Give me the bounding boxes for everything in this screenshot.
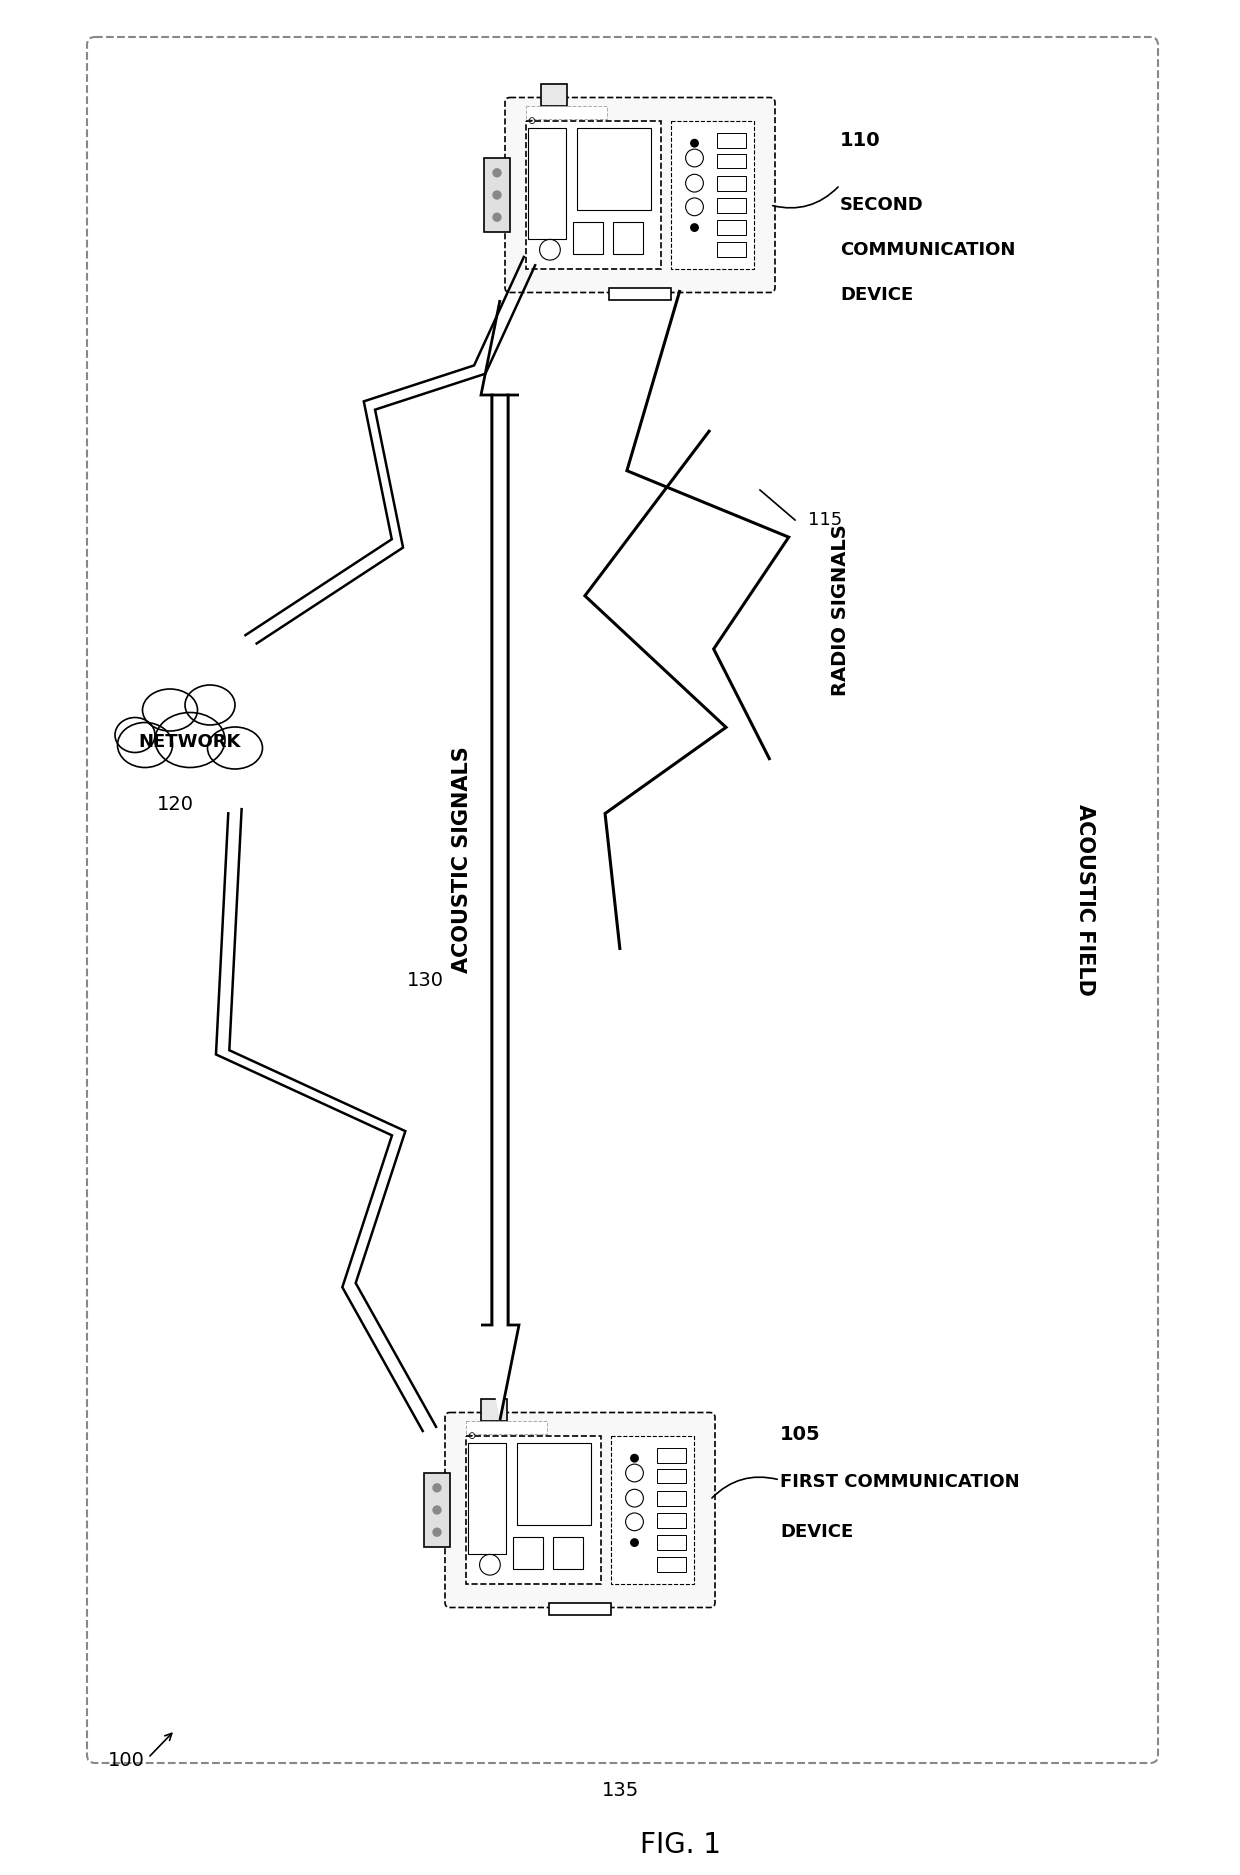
Bar (469, 1444, 506, 1554)
Polygon shape (481, 300, 520, 1326)
Circle shape (689, 139, 699, 148)
Bar (541, 84, 567, 107)
Bar (717, 154, 746, 169)
Text: NETWORK: NETWORK (139, 733, 242, 752)
Bar (526, 107, 606, 120)
Bar (424, 1474, 450, 1547)
Text: 110: 110 (839, 131, 880, 150)
Bar (717, 199, 746, 212)
FancyBboxPatch shape (505, 98, 775, 292)
Circle shape (689, 223, 699, 232)
Text: 100: 100 (108, 1751, 145, 1770)
Text: 135: 135 (601, 1781, 639, 1800)
Polygon shape (481, 396, 520, 1419)
Circle shape (492, 169, 502, 178)
Bar (611, 1436, 694, 1584)
Bar (717, 219, 746, 234)
Ellipse shape (143, 688, 197, 731)
Bar (549, 1603, 611, 1616)
Text: 115: 115 (808, 512, 842, 529)
Bar (717, 176, 746, 191)
Text: FIRST COMMUNICATION: FIRST COMMUNICATION (780, 1474, 1019, 1491)
Ellipse shape (207, 728, 263, 769)
Text: FIG. 1: FIG. 1 (640, 1832, 720, 1858)
Bar (657, 1558, 686, 1571)
Bar (657, 1448, 686, 1462)
FancyBboxPatch shape (445, 1412, 715, 1607)
Circle shape (433, 1506, 441, 1515)
Text: ⊙: ⊙ (466, 1431, 475, 1442)
Bar (717, 133, 746, 148)
Text: 130: 130 (407, 971, 444, 990)
Ellipse shape (155, 712, 224, 767)
Ellipse shape (118, 722, 172, 767)
Bar (657, 1536, 686, 1551)
Bar (465, 1421, 547, 1434)
Bar (513, 1538, 543, 1569)
Text: 105: 105 (780, 1425, 821, 1444)
Bar (609, 287, 671, 300)
Text: SECOND: SECOND (839, 197, 924, 214)
Circle shape (433, 1483, 441, 1492)
Bar (484, 158, 510, 232)
Text: DEVICE: DEVICE (839, 287, 913, 304)
FancyBboxPatch shape (87, 38, 1158, 1762)
Circle shape (630, 1453, 639, 1462)
Bar (717, 242, 746, 257)
Bar (517, 1444, 591, 1524)
Bar (553, 1538, 583, 1569)
Bar (657, 1491, 686, 1506)
FancyBboxPatch shape (526, 122, 661, 268)
Circle shape (630, 1538, 639, 1547)
Bar (577, 128, 651, 210)
Text: RADIO SIGNALS: RADIO SIGNALS (831, 525, 849, 696)
Text: COMMUNICATION: COMMUNICATION (839, 242, 1016, 259)
Ellipse shape (185, 684, 236, 726)
Circle shape (492, 212, 502, 221)
Circle shape (433, 1528, 441, 1538)
Bar (481, 1399, 507, 1421)
Bar (657, 1513, 686, 1528)
Text: ⊙: ⊙ (527, 116, 534, 126)
Bar (657, 1468, 686, 1483)
Text: DEVICE: DEVICE (780, 1522, 853, 1541)
Bar (528, 128, 567, 240)
Text: 120: 120 (156, 795, 193, 814)
Bar (614, 221, 644, 255)
Ellipse shape (115, 718, 155, 752)
Circle shape (492, 191, 502, 199)
FancyBboxPatch shape (465, 1436, 601, 1584)
Text: ACOUSTIC FIELD: ACOUSTIC FIELD (1075, 804, 1095, 996)
Bar (573, 221, 603, 255)
Bar (671, 122, 754, 268)
Text: ACOUSTIC SIGNALS: ACOUSTIC SIGNALS (453, 746, 472, 973)
